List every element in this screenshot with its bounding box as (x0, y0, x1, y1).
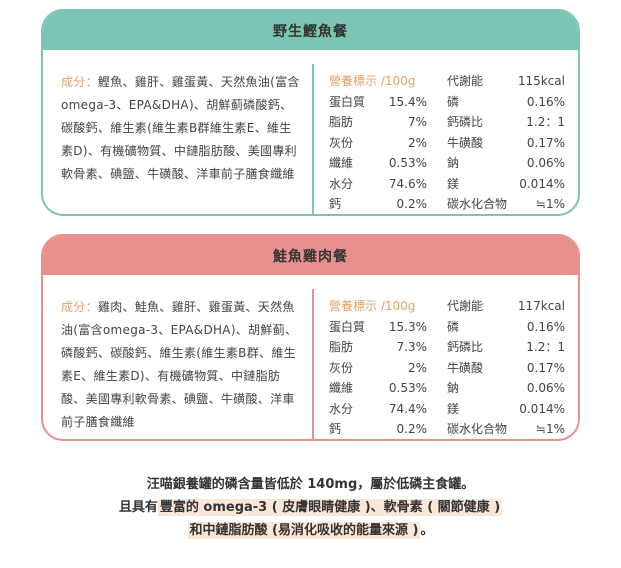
nutrient-label: 水分 (329, 401, 354, 416)
nutrient-label: 碳水化合物 (447, 422, 508, 436)
nutrient-value: ≒1% (535, 197, 565, 211)
nutrient-value: ≒1% (535, 422, 565, 436)
card-title: 鮭魚雞肉餐 (43, 236, 578, 275)
card-body: 成分：鰹魚、雞肝、雞蛋黃、天然魚油(富含omega-3、EPA&DHA)、胡鮮蓟… (43, 50, 578, 214)
energy-label: 代謝能 (447, 299, 484, 313)
ingredients-text: 成分：雞肉、鮭魚、雞肝、雞蛋黃、天然魚油(富含omega-3、EPA&DHA)、… (61, 296, 301, 434)
ingredients-label: 成分： (61, 75, 98, 89)
nutrition-header-row: 營養標示 /100g 代謝能 115kcal (329, 71, 565, 92)
nutrient-value: 0.2% (396, 422, 428, 436)
nutrient-label: 鎂 (447, 401, 460, 416)
nutrient-value: 0.06% (526, 381, 565, 395)
nutrient-label: 灰份 (329, 360, 354, 375)
nutrition-row: 蛋白質 15.4% 磷 0.16% (329, 92, 565, 113)
column-divider (312, 64, 314, 214)
nutrient-label: 磷 (447, 319, 460, 334)
nutrition-row: 纖維 0.53% 鈉 0.06% (329, 378, 565, 399)
nutrient-label: 鈉 (447, 156, 460, 170)
nutrient-label: 纖維 (329, 156, 354, 170)
nutrient-value: 2% (407, 360, 427, 375)
footer-line-3: 和中鏈脂肪酸 (易消化吸收的能量來源 )。 (0, 519, 621, 542)
nutrient-label: 灰份 (329, 135, 354, 150)
nutrition-row: 灰份 2% 牛磺酸 0.17% (329, 358, 565, 379)
nutrition-row: 脂肪 7% 鈣磷比 1.2：1 (329, 112, 565, 133)
nutrition-table: 營養標示 /100g 代謝能 115kcal 蛋白質 15.4% 磷 0.16% 脂肪… (329, 71, 565, 214)
nutrient-label: 碳水化合物 (447, 197, 508, 211)
nutrition-row: 灰份 2% 牛磺酸 0.17% (329, 133, 565, 154)
footer-highlight: 和中鏈脂肪酸 (易消化吸收的能量來源 ) (187, 522, 421, 539)
nutrient-label: 牛磺酸 (447, 360, 484, 375)
nutrition-header-row: 營養標示 /100g 代謝能 117kcal (329, 296, 565, 317)
nutrient-label: 鈉 (447, 381, 460, 395)
nutrition-row: 蛋白質 15.3% 磷 0.16% (329, 317, 565, 338)
footer-line-2: 且具有 豐富的 omega-3 ( 皮膚眼睛健康 )、軟骨素 ( 關節健康 ) (0, 496, 621, 519)
product-card-salmon-chicken: 鮭魚雞肉餐 成分：雞肉、鮭魚、雞肝、雞蛋黃、天然魚油(富含omega-3、EPA… (41, 234, 580, 441)
nutrient-label: 脂肪 (329, 340, 354, 354)
footer-line-1: 汪喵銀養罐的磷含量皆低於 140mg，屬於低磷主食罐。 (146, 477, 475, 492)
nutrient-value: 7% (407, 115, 427, 129)
energy-label: 代謝能 (447, 74, 484, 88)
nutrient-value: 1.2：1 (526, 115, 565, 129)
nutrient-value: 74.6% (388, 176, 427, 191)
card-body: 成分：雞肉、鮭魚、雞肝、雞蛋黃、天然魚油(富含omega-3、EPA&DHA)、… (43, 275, 578, 439)
nutrient-label: 鈣 (329, 422, 342, 436)
nutrient-value: 0.16% (526, 319, 565, 334)
nutrition-row: 水分 74.4% 鎂 0.014% (329, 399, 565, 420)
nutrient-label: 鈣磷比 (447, 115, 484, 129)
energy-value: 115kcal (517, 74, 565, 88)
nutrient-value: 0.16% (526, 94, 565, 109)
card-title: 野生鰹魚餐 (43, 11, 578, 50)
nutrition-title: 營養標示 /100g (329, 299, 416, 313)
ingredients-list: 鰹魚、雞肝、雞蛋黃、天然魚油(富含omega-3、EPA&DHA)、胡鮮蓟磷酸鈣… (61, 75, 300, 181)
ingredients-list: 雞肉、鮭魚、雞肝、雞蛋黃、天然魚油(富含omega-3、EPA&DHA)、胡鮮蓟… (61, 300, 298, 429)
footer-line-3-suffix: 。 (420, 523, 434, 538)
nutrient-value: 15.4% (388, 94, 427, 109)
ingredients-label: 成分： (61, 300, 98, 314)
nutrient-value: 0.53% (388, 156, 427, 170)
nutrient-label: 纖維 (329, 381, 354, 395)
nutrient-value: 0.17% (526, 135, 565, 150)
nutrient-label: 鈣磷比 (447, 340, 484, 354)
nutrition-row: 鈣 0.2% 碳水化合物 ≒1% (329, 194, 565, 214)
nutrient-value: 2% (407, 135, 427, 150)
nutrient-value: 0.014% (519, 176, 565, 191)
nutrient-label: 牛磺酸 (447, 135, 484, 150)
nutrient-label: 鎂 (447, 176, 460, 191)
nutrient-value: 0.53% (388, 381, 427, 395)
nutrient-label: 水分 (329, 176, 354, 191)
nutrition-table: 營養標示 /100g 代謝能 117kcal 蛋白質 15.3% 磷 0.16% 脂肪… (329, 296, 565, 439)
nutrient-value: 1.2：1 (526, 340, 565, 354)
nutrient-value: 15.3% (388, 319, 427, 334)
nutrition-title: 營養標示 /100g (329, 74, 416, 88)
nutrient-label: 磷 (447, 94, 460, 109)
footer-line-2-prefix: 且具有 (118, 500, 158, 515)
ingredients-text: 成分：鰹魚、雞肝、雞蛋黃、天然魚油(富含omega-3、EPA&DHA)、胡鮮蓟… (61, 71, 301, 186)
footer-highlight: 豐富的 omega-3 ( 皮膚眼睛健康 )、軟骨素 ( 關節健康 ) (157, 499, 503, 516)
nutrient-label: 脂肪 (329, 115, 354, 129)
nutrition-row: 脂肪 7.3% 鈣磷比 1.2：1 (329, 337, 565, 358)
nutrient-value: 0.17% (526, 360, 565, 375)
energy-value: 117kcal (517, 299, 565, 313)
nutrient-label: 蛋白質 (329, 94, 366, 109)
nutrient-value: 0.06% (526, 156, 565, 170)
nutrient-label: 蛋白質 (329, 319, 366, 334)
nutrient-value: 0.2% (396, 197, 428, 211)
product-card-bonito: 野生鰹魚餐 成分：鰹魚、雞肝、雞蛋黃、天然魚油(富含omega-3、EPA&DH… (41, 9, 580, 216)
nutrition-row: 纖維 0.53% 鈉 0.06% (329, 153, 565, 174)
nutrient-value: 74.4% (388, 401, 427, 416)
nutrient-value: 0.014% (519, 401, 565, 416)
nutrition-row: 鈣 0.2% 碳水化合物 ≒1% (329, 419, 565, 439)
column-divider (312, 289, 314, 439)
nutrition-row: 水分 74.6% 鎂 0.014% (329, 174, 565, 195)
nutrient-value: 7.3% (396, 340, 428, 354)
nutrient-label: 鈣 (329, 197, 342, 211)
footer-note: 汪喵銀養罐的磷含量皆低於 140mg，屬於低磷主食罐。 且具有 豐富的 omega… (0, 473, 621, 542)
